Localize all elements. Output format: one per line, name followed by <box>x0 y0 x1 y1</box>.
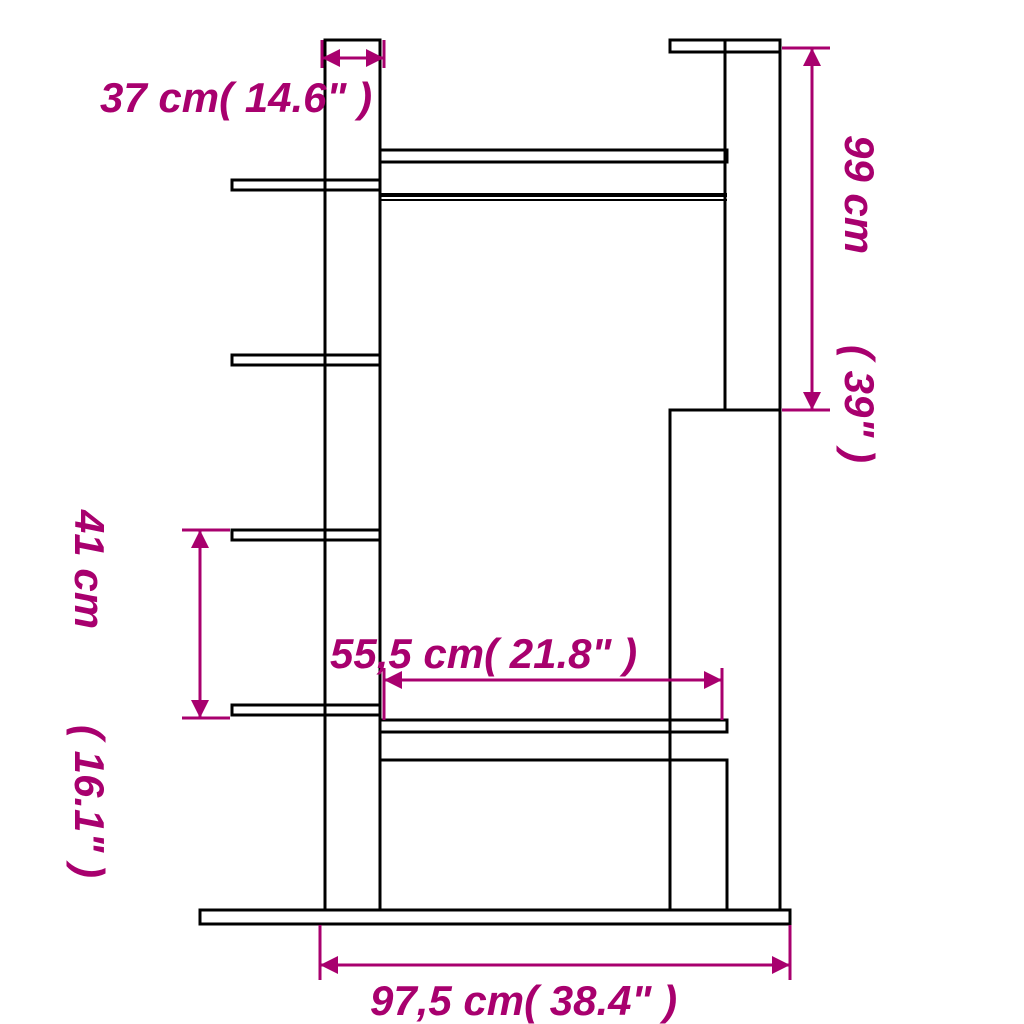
dim-left-label-1: 41 cm <box>66 509 113 629</box>
dim-bottom-label: 97,5 cm( 38.4" ) <box>370 977 677 1024</box>
dim-left-label-2: ( 16.1" ) <box>66 725 113 878</box>
dim-top-label: 37 cm( 14.6" ) <box>100 74 372 121</box>
dim-right-label-2: ( 39" ) <box>836 345 883 463</box>
dim-inner-label: 55,5 cm( 21.8" ) <box>330 630 637 677</box>
dim-right-label-1: 99 cm <box>836 135 883 254</box>
